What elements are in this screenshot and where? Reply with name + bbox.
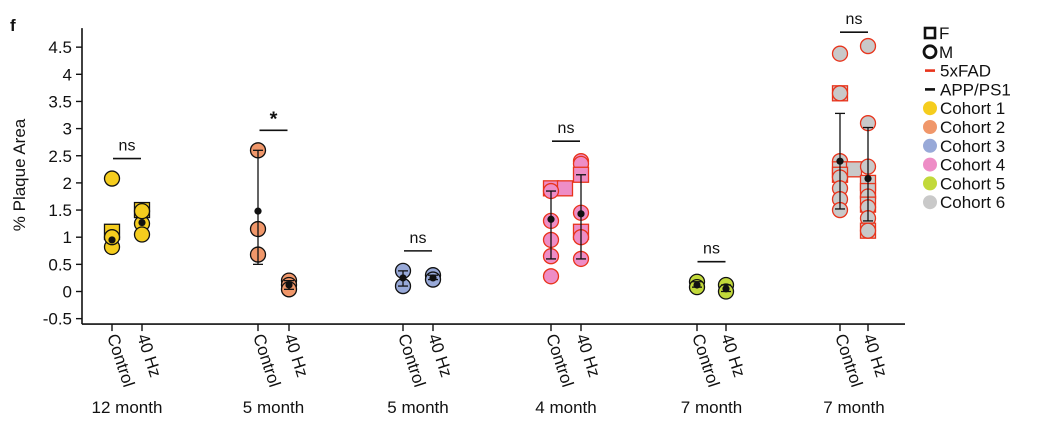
legend-label: Cohort 2 [940, 118, 1005, 137]
y-tick-label: 1 [63, 228, 72, 247]
significance-marker: ns [119, 138, 136, 155]
y-tick-label: 0 [63, 283, 72, 302]
significance-marker: ns [703, 241, 720, 258]
legend-color-swatch [923, 195, 937, 210]
panel-label: f [10, 16, 16, 35]
group-label: 4 month [535, 398, 596, 417]
condition-label: 40 Hz [133, 331, 165, 379]
condition-label: 40 Hz [280, 331, 312, 379]
y-tick-label: 0.5 [48, 255, 72, 274]
condition-label: 40 Hz [859, 331, 891, 379]
group-label: 12 month [92, 398, 163, 417]
group-label: 5 month [243, 398, 304, 417]
y-tick-label: 2.5 [48, 147, 72, 166]
y-tick-label: 3.5 [48, 92, 72, 111]
legend-label: Cohort 1 [940, 99, 1005, 118]
legend-square-icon [923, 26, 937, 40]
y-tick-label: 2 [63, 174, 72, 193]
mean-marker [836, 157, 844, 165]
y-tick-label: 4 [63, 65, 72, 84]
condition-label: 40 Hz [424, 331, 456, 379]
data-point-circle [133, 226, 151, 243]
significance-marker: * [270, 108, 278, 130]
group-label: 7 month [823, 398, 884, 417]
data-point-circle [133, 202, 151, 220]
data-point-circle [542, 268, 560, 285]
mean-marker [399, 274, 407, 282]
significance-marker: ns [410, 230, 427, 247]
mean-marker [722, 285, 730, 293]
legend-label: Cohort 6 [940, 193, 1005, 212]
condition-label: Control [688, 331, 723, 389]
legend-label: M [939, 43, 953, 62]
y-tick-label: 3 [63, 120, 72, 139]
y-tick-label: 1.5 [48, 201, 72, 220]
condition-label: 40 Hz [572, 331, 604, 379]
significance-marker: ns [846, 11, 863, 28]
data-point-circle [859, 222, 877, 239]
legend-circle-icon [922, 44, 938, 60]
mean-marker [138, 218, 146, 227]
data-point-circle [859, 37, 877, 55]
legend-color-swatch [923, 176, 937, 191]
legend-color-swatch [923, 157, 937, 172]
data-point-circle [103, 170, 121, 187]
mean-marker [864, 174, 872, 183]
legend-color-swatch [923, 101, 937, 116]
axes: -0.5 0 0.5 1 1.5 2 2.5 3 3.5 4 4.5 [43, 28, 905, 329]
data-point-square [845, 161, 863, 178]
condition-label: 40 Hz [717, 331, 749, 379]
legend-label: Cohort 3 [940, 137, 1005, 156]
y-axis-label: % Plaque Area [10, 118, 29, 231]
mean-marker [254, 207, 262, 215]
legend-label: F [939, 24, 949, 43]
mean-marker [429, 274, 437, 282]
legend-color-swatch [923, 120, 937, 134]
legend-color-swatch [923, 138, 937, 153]
data-point-circle [831, 85, 849, 102]
group-label: 5 month [387, 398, 448, 417]
mean-marker [577, 210, 585, 218]
significance-marker: ns [558, 120, 575, 137]
legend-label: Cohort 4 [940, 156, 1005, 175]
condition-label: Control [542, 331, 577, 389]
data-point-square [556, 180, 574, 197]
mean-marker [108, 236, 116, 244]
mean-marker [693, 281, 701, 289]
mean-marker [547, 215, 555, 223]
data-point-circle [831, 45, 849, 62]
legend-label: APP/PS1 [940, 80, 1011, 99]
legend-label: 5xFAD [940, 62, 991, 81]
group-label: 7 month [681, 398, 742, 417]
y-tick-label: 4.5 [48, 38, 72, 57]
mean-marker [285, 281, 293, 289]
y-tick-label: -0.5 [43, 310, 72, 329]
condition-label: Control [394, 331, 429, 389]
condition-label: Control [249, 331, 284, 389]
condition-label: Control [103, 331, 138, 389]
legend-label: Cohort 5 [940, 174, 1005, 193]
